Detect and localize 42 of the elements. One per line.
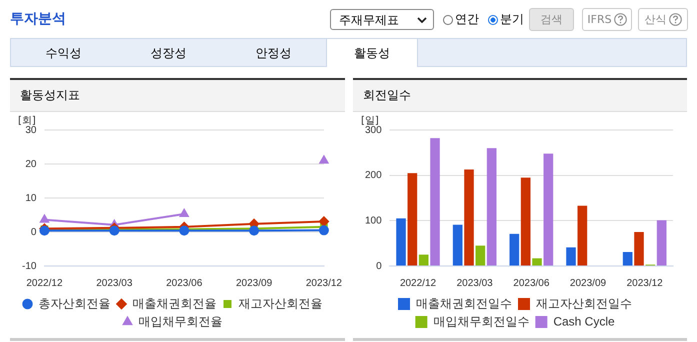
text: 분기 bbox=[500, 11, 524, 28]
y-axis-title: [회] bbox=[18, 116, 36, 127]
x-tick-label: 2023/09 bbox=[236, 278, 273, 289]
legend-label: 매출채권회전일수 bbox=[416, 296, 512, 310]
y-tick-label: -10 bbox=[22, 260, 37, 272]
legend-label: 재고자산회전율 bbox=[238, 296, 322, 310]
x-tick-label: 2023/03 bbox=[96, 278, 133, 289]
text: 연간 bbox=[455, 11, 479, 28]
x-tick-label: 2023/09 bbox=[570, 278, 607, 289]
text: 검색 bbox=[540, 12, 562, 27]
legend-label: 총자산회전율 bbox=[38, 296, 110, 310]
legend-label: 재고자산회전일수 bbox=[536, 296, 632, 310]
x-tick-label: 2022/12 bbox=[26, 278, 63, 289]
legend-label: 매입채무회전율 bbox=[138, 314, 222, 328]
y-tick-label: 200 bbox=[364, 170, 382, 182]
chart-title: 활동성지표 bbox=[10, 80, 345, 112]
text: IFRS bbox=[587, 13, 612, 26]
x-tick-label: 2023/12 bbox=[626, 278, 664, 289]
legend-label: 매출채권회전율 bbox=[132, 296, 216, 310]
text: 성장성 bbox=[150, 44, 188, 62]
text: 안정성 bbox=[254, 44, 292, 62]
x-tick-label: 2023/06 bbox=[513, 278, 550, 289]
y-tick-label: 20 bbox=[25, 158, 37, 170]
x-tick-label: 2023/12 bbox=[306, 278, 342, 289]
text: 수익성 bbox=[44, 44, 82, 62]
x-tick-label: 2023/06 bbox=[166, 278, 203, 289]
y-tick-label: 30 bbox=[25, 124, 37, 136]
y-tick-label: 100 bbox=[364, 215, 382, 226]
y-tick-label: 10 bbox=[25, 192, 37, 204]
legend-label: 매입채무회전일수 bbox=[433, 314, 530, 328]
y-tick-label: 0 bbox=[376, 260, 382, 272]
x-tick-label: 2023/03 bbox=[456, 278, 494, 289]
x-tick-label: 2022/12 bbox=[400, 278, 437, 289]
y-tick-label: 300 bbox=[364, 124, 382, 136]
text: 활동성 bbox=[326, 38, 418, 67]
y-axis-title: [일] bbox=[361, 116, 379, 127]
text: 산식 bbox=[644, 12, 666, 27]
text: 투자분석 bbox=[10, 10, 66, 28]
legend-label: Cash Cycle bbox=[553, 314, 616, 328]
dropdown: 주재무제표 bbox=[330, 9, 434, 30]
y-tick-label: 0 bbox=[30, 226, 37, 238]
chart-title: 회전일수 bbox=[353, 80, 687, 112]
